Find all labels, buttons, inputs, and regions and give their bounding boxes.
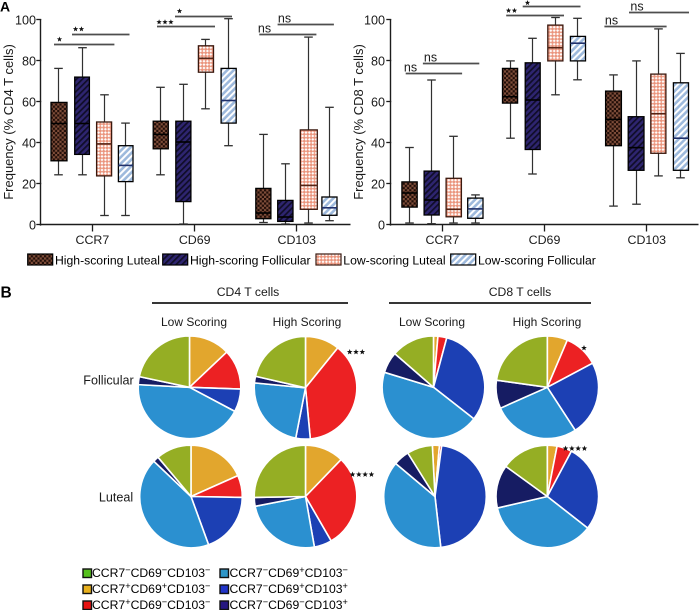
svg-text:A: A	[0, 0, 10, 14]
svg-text:20: 20	[22, 177, 36, 191]
svg-text:Low Scoring: Low Scoring	[161, 315, 227, 329]
svg-text:ns: ns	[278, 11, 291, 25]
svg-text:0: 0	[29, 218, 36, 232]
svg-text:High Scoring: High Scoring	[273, 315, 342, 329]
svg-text:High Scoring: High Scoring	[513, 315, 582, 329]
svg-text:Low-scoring Luteal: Low-scoring Luteal	[343, 253, 445, 267]
svg-text:CCR7+CD69−CD103−: CCR7+CD69−CD103−	[92, 597, 210, 610]
svg-text:ns: ns	[258, 21, 271, 35]
svg-text:High-scoring Luteal: High-scoring Luteal	[55, 253, 160, 267]
svg-text:80: 80	[22, 54, 36, 68]
svg-text:CD103: CD103	[278, 233, 317, 247]
svg-text:100: 100	[15, 13, 36, 27]
svg-text:ns: ns	[404, 60, 417, 74]
svg-text:CCR7−CD69+CD103−: CCR7−CD69+CD103−	[230, 565, 348, 580]
svg-text:CD4 T cells: CD4 T cells	[217, 285, 280, 299]
svg-text:20: 20	[371, 177, 385, 191]
svg-text:CD8 T cells: CD8 T cells	[489, 285, 552, 299]
svg-text:CD69: CD69	[529, 233, 561, 247]
svg-text:0: 0	[378, 218, 385, 232]
svg-text:Low-scoring Follicular: Low-scoring Follicular	[478, 253, 596, 267]
svg-text:ns: ns	[605, 14, 618, 28]
svg-text:Follicular: Follicular	[83, 374, 133, 388]
svg-text:CCR7: CCR7	[76, 233, 110, 247]
svg-text:CCR7−CD69+CD103+: CCR7−CD69+CD103+	[230, 581, 348, 596]
svg-text:100: 100	[364, 13, 385, 27]
svg-text:ns: ns	[424, 50, 437, 64]
svg-text:CD69: CD69	[179, 233, 211, 247]
svg-text:40: 40	[22, 136, 36, 150]
svg-text:Frequency (% CD8 T cells): Frequency (% CD8 T cells)	[351, 44, 366, 200]
svg-text:Luteal: Luteal	[99, 491, 133, 505]
svg-text:80: 80	[371, 54, 385, 68]
svg-text:40: 40	[371, 136, 385, 150]
svg-text:CD103: CD103	[628, 233, 667, 247]
svg-text:60: 60	[371, 95, 385, 109]
svg-text:CCR7+CD69+CD103−: CCR7+CD69+CD103−	[92, 581, 210, 596]
svg-text:High-scoring Follicular: High-scoring Follicular	[190, 253, 311, 267]
svg-text:CCR7−CD69−CD103−: CCR7−CD69−CD103−	[92, 565, 210, 580]
svg-text:Frequency (% CD4 T cells): Frequency (% CD4 T cells)	[1, 44, 16, 200]
svg-text:60: 60	[22, 95, 36, 109]
svg-text:B: B	[1, 285, 12, 302]
svg-text:ns: ns	[630, 0, 643, 14]
svg-text:CCR7: CCR7	[426, 233, 460, 247]
svg-text:CCR7−CD69−CD103+: CCR7−CD69−CD103+	[230, 597, 348, 610]
svg-text:Low Scoring: Low Scoring	[399, 315, 465, 329]
